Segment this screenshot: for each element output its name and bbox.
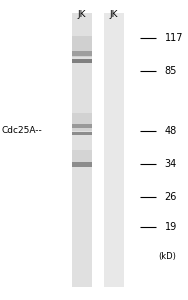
Bar (72, 13, 92, 286)
Bar (72, 51, 92, 56)
Text: 19: 19 (164, 222, 177, 233)
Text: 85: 85 (164, 65, 177, 76)
Text: 117: 117 (164, 33, 183, 43)
Text: JK: JK (78, 10, 86, 19)
Text: 34: 34 (164, 159, 177, 170)
Bar (72, 59, 92, 63)
Bar (72, 150, 92, 165)
Text: 26: 26 (164, 191, 177, 202)
Bar (72, 162, 92, 167)
Bar (72, 131, 92, 136)
Text: (kD): (kD) (158, 252, 176, 261)
Text: Cdc25A--: Cdc25A-- (2, 126, 43, 135)
Bar (72, 113, 92, 131)
Bar (104, 13, 124, 286)
Text: JK: JK (110, 10, 118, 19)
Bar (72, 36, 92, 57)
Text: 48: 48 (164, 125, 177, 136)
Bar (72, 124, 92, 128)
